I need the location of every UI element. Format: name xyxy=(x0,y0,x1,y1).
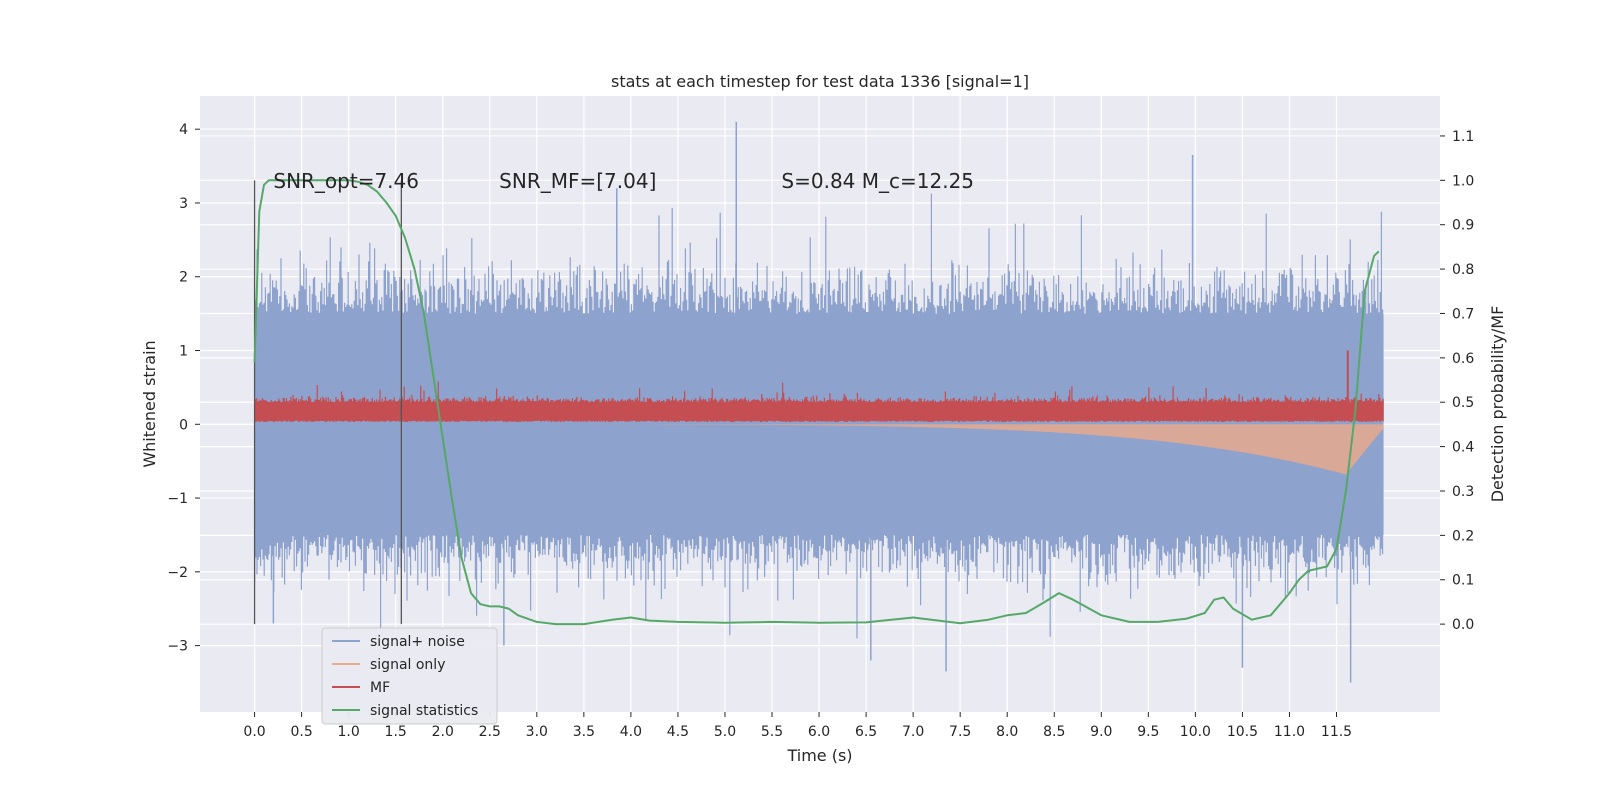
y-tick-label: −2 xyxy=(167,565,188,581)
y2-tick-label: 0.0 xyxy=(1452,617,1474,633)
y-tick-label: 4 xyxy=(179,122,188,138)
y2-tick-labels: 1.1 1.0 0.9 0.8 0.7 0.6 0.5 0.4 0.3 0.2 0.1 0.0 xyxy=(1440,129,1474,633)
x-tick-label: 8.5 xyxy=(1043,724,1065,740)
x-tick-label: 9.5 xyxy=(1137,724,1159,740)
x-tick-label: 5.0 xyxy=(714,724,736,740)
y-axis-label: Whitened strain xyxy=(140,340,159,467)
y2-tick-label: 0.5 xyxy=(1452,395,1474,411)
x-tick-label: 11.5 xyxy=(1321,724,1352,740)
x-tick-labels: 0.0 0.5 1.0 1.5 2.0 2.5 3.0 3.5 4.0 4.5 5.0 5.5 6.0 6… xyxy=(243,712,1352,740)
x-axis-label: Time (s) xyxy=(786,746,852,765)
x-tick-label: 10.5 xyxy=(1227,724,1258,740)
y-tick-label: −1 xyxy=(167,491,188,507)
x-tick-label: 0.5 xyxy=(290,724,312,740)
x-tick-label: 0.0 xyxy=(243,724,265,740)
y2-tick-label: 0.2 xyxy=(1452,528,1474,544)
y-tick-label: 0 xyxy=(179,417,188,433)
chirp-envelope xyxy=(254,424,1384,475)
y2-tick-label: 0.6 xyxy=(1452,351,1474,367)
x-tick-label: 4.0 xyxy=(620,724,642,740)
x-tick-label: 3.5 xyxy=(573,724,595,740)
y2-tick-label: 1.0 xyxy=(1452,173,1474,189)
y2-tick-label: 0.8 xyxy=(1452,262,1474,278)
y-tick-label: 1 xyxy=(179,344,188,360)
y-tick-label: −3 xyxy=(167,639,188,655)
y-tick-label: 2 xyxy=(179,270,188,286)
x-tick-label: 6.0 xyxy=(808,724,830,740)
legend-label-signal-noise: signal+ noise xyxy=(370,634,465,650)
x-tick-label: 9.0 xyxy=(1090,724,1112,740)
y2-axis-label: Detection probability/MF xyxy=(1488,306,1507,503)
x-tick-label: 11.0 xyxy=(1274,724,1305,740)
series-signal-only xyxy=(254,424,1384,475)
y2-tick-label: 0.7 xyxy=(1452,306,1474,322)
annotation-text: SNR_opt=7.46 xyxy=(273,169,419,193)
legend-label-signal-only: signal only xyxy=(370,657,445,673)
y-tick-label: 3 xyxy=(179,196,188,212)
series-signal-noise xyxy=(254,121,1384,683)
annotations: SNR_opt=7.46 SNR_MF=[7.04] S=0.84 M_c=12.2… xyxy=(273,169,974,193)
vertical-lines xyxy=(253,180,402,625)
x-tick-label: 1.5 xyxy=(385,724,407,740)
x-tick-label: 1.0 xyxy=(338,724,360,740)
y2-tick-label: 0.3 xyxy=(1452,484,1474,500)
x-tick-label: 6.5 xyxy=(855,724,877,740)
series-signal-statistics xyxy=(253,179,1380,626)
legend-label-signal-statistics: signal statistics xyxy=(370,703,478,719)
legend-label-mf: MF xyxy=(370,680,390,696)
x-tick-label: 4.5 xyxy=(667,724,689,740)
y2-tick-label: 0.9 xyxy=(1452,218,1474,234)
legend: signal+ noise signal only MF signal stat… xyxy=(321,627,498,725)
series-mf xyxy=(254,350,1384,423)
x-tick-label: 3.0 xyxy=(526,724,548,740)
signal-statistics-line xyxy=(253,179,1380,626)
x-tick-label: 7.0 xyxy=(902,724,924,740)
x-tick-label: 8.0 xyxy=(996,724,1018,740)
annotation-text: SNR_MF=[7.04] xyxy=(499,169,656,193)
y2-tick-label: 0.4 xyxy=(1452,440,1474,456)
chart-title: stats at each timestep for test data 133… xyxy=(611,72,1029,91)
x-tick-label: 2.0 xyxy=(432,724,454,740)
y2-tick-label: 0.1 xyxy=(1452,573,1474,589)
y-tick-labels: 4 3 2 1 0 −1 −2 −3 xyxy=(167,122,200,655)
x-tick-label: 2.5 xyxy=(479,724,501,740)
y2-tick-label: 1.1 xyxy=(1452,129,1474,145)
legend-box xyxy=(321,627,498,725)
x-tick-label: 5.5 xyxy=(761,724,783,740)
annotation-text: S=0.84 M_c=12.25 xyxy=(781,169,974,193)
x-tick-label: 7.5 xyxy=(949,724,971,740)
x-tick-label: 10.0 xyxy=(1180,724,1211,740)
